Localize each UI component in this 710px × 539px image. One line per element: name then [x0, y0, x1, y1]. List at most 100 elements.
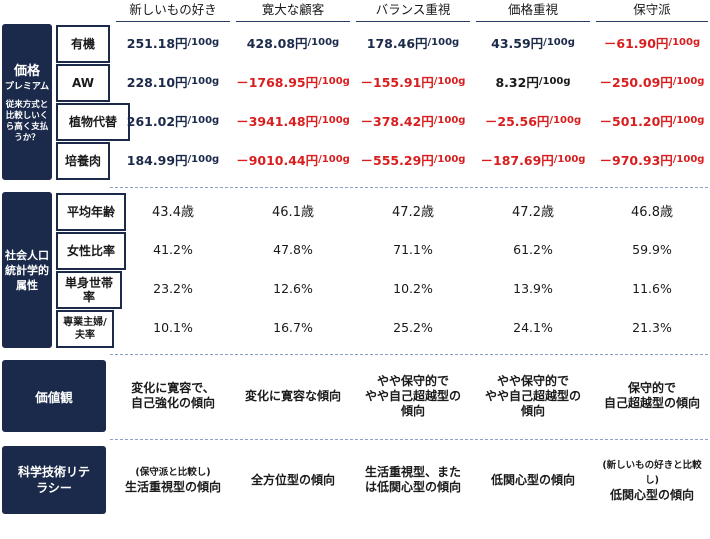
literacy-note: (保守派と比較し): [135, 467, 211, 478]
divider-1: [110, 187, 708, 188]
demographic-value: 41.2%: [153, 241, 193, 257]
literacy-cell: (保守派と比較し) 生活重視型の傾向: [116, 446, 230, 514]
price-unit: /100g: [553, 153, 586, 165]
demographic-value: 11.6%: [632, 280, 672, 296]
price-unit: /100g: [318, 153, 350, 165]
price-value: －250.09円: [599, 74, 673, 90]
row-label-organic: 有機: [56, 25, 110, 63]
row-label-aw: AW: [56, 64, 110, 102]
price-value: －155.91円: [360, 74, 434, 90]
price-value: 428.08円: [246, 35, 308, 51]
price-value: －501.20円: [599, 113, 673, 129]
divider-3: [110, 439, 708, 440]
demographic-value: 13.9%: [513, 280, 553, 296]
values-text: やや自己超越型の: [484, 388, 581, 403]
demographic-value: 47.2歳: [512, 204, 554, 220]
demographic-value: 24.1%: [513, 319, 553, 335]
price-value: －1768.95円: [236, 74, 319, 90]
demographic-value: 12.6%: [273, 280, 313, 296]
values-text: 保守的で: [627, 381, 676, 395]
price-value: 184.99円: [126, 152, 188, 168]
column-header-1: 寛大な顧客: [236, 0, 350, 22]
price-value: －61.90円: [603, 35, 669, 51]
price-cell: 428.08円/100g: [236, 25, 350, 59]
row-label-single-household: 単身世帯率: [56, 271, 122, 309]
section-demographics: 社会人口統計学的属性: [2, 192, 52, 348]
price-unit: /100g: [543, 36, 575, 48]
price-cell: －187.69円/100g: [476, 142, 590, 176]
price-unit: /100g: [672, 153, 705, 165]
price-cell: －501.20円/100g: [596, 103, 708, 137]
price-unit: /100g: [433, 114, 466, 126]
section-values: 価値観: [2, 360, 106, 432]
demographic-value: 47.8%: [273, 241, 313, 257]
price-unit: /100g: [187, 153, 220, 165]
price-unit: /100g: [538, 75, 571, 87]
price-cell: 43.59円/100g: [476, 25, 590, 59]
values-cell: 変化に寛容で、 自己強化の傾向: [116, 360, 230, 432]
price-value: 178.46円: [366, 35, 428, 51]
values-text: 傾向: [400, 403, 425, 418]
price-value: －187.69円: [480, 152, 554, 168]
price-unit: /100g: [672, 114, 705, 126]
values-cell: 保守的で 自己超越型の傾向: [596, 360, 708, 432]
literacy-cell: 全方位型の傾向: [236, 446, 350, 514]
row-label-female-ratio: 女性比率: [56, 232, 126, 270]
price-value: －25.56円: [484, 113, 550, 129]
price-unit: /100g: [187, 75, 220, 87]
price-value: 251.18円: [126, 35, 188, 51]
row-label-cultured-meat: 培養肉: [56, 142, 110, 180]
price-value: 261.02円: [126, 113, 188, 129]
price-unit: /100g: [318, 75, 350, 87]
price-unit: /100g: [427, 36, 460, 48]
section-price-premium: 価格 プレミアム 従来方式と比較しいくら高く支払うか？: [2, 24, 52, 180]
price-unit: /100g: [433, 75, 466, 87]
values-text: 自己超越型の傾向: [603, 396, 700, 410]
demographic-value: 10.1%: [153, 319, 193, 335]
price-value: －3941.48円: [236, 113, 319, 129]
values-text: やや保守的で: [376, 373, 449, 388]
demographic-value: 61.2%: [513, 241, 553, 257]
column-header-4: 保守派: [596, 0, 708, 22]
demographic-value: 23.2%: [153, 280, 193, 296]
literacy-note: (新しいもの好きと比較し): [602, 459, 702, 486]
demographic-value: 71.1%: [393, 241, 433, 257]
price-value: 8.32円: [495, 74, 539, 90]
literacy-text: 低関心型の傾向: [609, 487, 694, 502]
section-values-title: 価値観: [35, 389, 73, 405]
price-value: 43.59円: [491, 35, 544, 51]
price-cell: －155.91円/100g: [356, 64, 470, 98]
values-text: 自己強化の傾向: [130, 396, 215, 410]
demographic-value: 43.4歳: [152, 204, 194, 220]
price-cell: －9010.44円/100g: [236, 142, 350, 176]
literacy-text: 全方位型の傾向: [250, 472, 335, 487]
values-text: 傾向: [520, 403, 545, 418]
price-cell: －61.90円/100g: [596, 25, 708, 59]
price-cell: 8.32円/100g: [476, 64, 590, 98]
row-label-plant-based: 植物代替: [56, 103, 130, 141]
price-value: －555.29円: [360, 152, 434, 168]
column-header-3: 価格重視: [476, 0, 590, 22]
price-cell: －250.09円/100g: [596, 64, 708, 98]
price-cell: －1768.95円/100g: [236, 64, 350, 98]
price-value: 228.10円: [126, 74, 188, 90]
values-text: やや保守的で: [496, 373, 569, 388]
price-unit: /100g: [187, 114, 220, 126]
section-literacy-title: 科学技術リテラシー: [17, 465, 90, 495]
price-value: －378.42円: [360, 113, 434, 129]
price-value: －9010.44円: [236, 152, 319, 168]
demographic-value: 47.2歳: [392, 204, 434, 220]
demographic-value: 46.1歳: [272, 204, 314, 220]
price-cell: －555.29円/100g: [356, 142, 470, 176]
row-label-homemaker: 専業主婦/夫率: [56, 310, 114, 348]
price-unit: /100g: [672, 75, 705, 87]
values-cell: 変化に寛容な傾向: [236, 360, 350, 432]
section-literacy: 科学技術リテラシー: [2, 446, 106, 514]
divider-2: [110, 354, 708, 355]
literacy-text: 生活重視型の傾向: [124, 480, 221, 494]
price-cell: 251.18円/100g: [116, 25, 230, 59]
demographic-value: 10.2%: [393, 280, 433, 296]
literacy-text: 生活重視型、また: [364, 465, 461, 479]
price-cell: －3941.48円/100g: [236, 103, 350, 137]
price-cell: 228.10円/100g: [116, 64, 230, 98]
